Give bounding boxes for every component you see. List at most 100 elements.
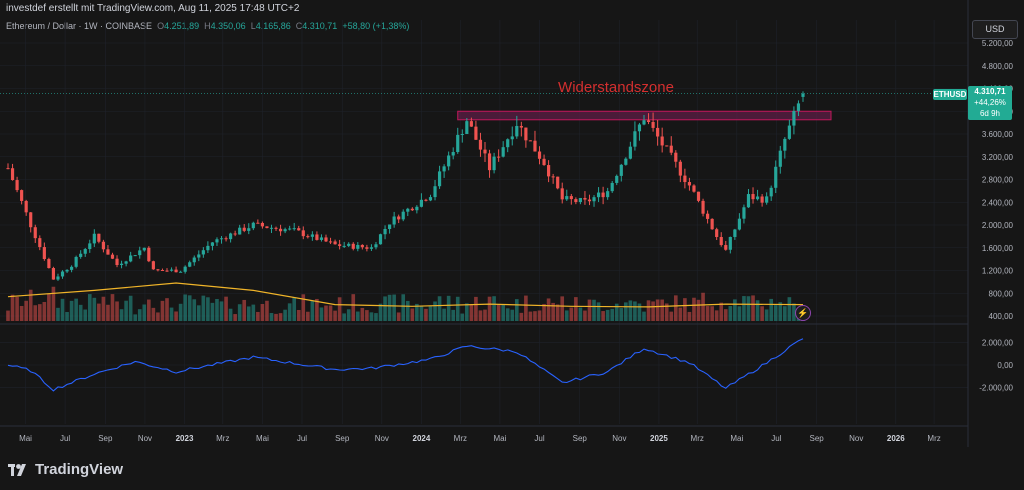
candle-body	[728, 236, 732, 250]
candle-body	[696, 191, 701, 201]
candle-body	[660, 136, 664, 146]
candle-body	[278, 228, 283, 232]
volume-bar	[15, 296, 19, 321]
volume-bar	[315, 298, 319, 321]
candle-body	[737, 218, 741, 230]
candle-body	[319, 237, 324, 240]
volume-bar	[574, 297, 578, 321]
symbol-legend[interactable]: Ethereum / Dollar · 1W · COINBASE O4.251…	[6, 21, 409, 31]
tradingview-logo[interactable]: TradingView	[8, 461, 123, 478]
candle-body	[651, 121, 655, 128]
candle-body	[60, 271, 65, 277]
volume-bar	[346, 309, 351, 321]
volume-bar	[492, 296, 496, 321]
volume-bar	[578, 307, 583, 321]
candle-body	[760, 196, 764, 203]
volume-bar	[455, 296, 460, 321]
candle-body	[637, 124, 642, 132]
time-tick-label: Jul	[771, 434, 781, 443]
candle-body	[388, 224, 392, 230]
low-value: 4.165,86	[255, 21, 291, 31]
candle-body	[519, 125, 523, 128]
candle-body	[783, 138, 787, 151]
resistance-annotation: Widerstandszone	[558, 79, 674, 96]
price-tick-label: 4.800,00	[982, 62, 1014, 71]
volume-bar	[433, 301, 437, 321]
candle-body	[683, 175, 687, 183]
candle-body	[615, 175, 619, 183]
volume-bar	[101, 296, 106, 321]
volume-bar	[583, 310, 587, 321]
candle-body	[124, 261, 128, 264]
volume-bar	[128, 295, 133, 321]
candle-body	[765, 196, 769, 203]
time-tick-label: Mrz	[216, 434, 229, 443]
price-tick-label: 2.800,00	[982, 176, 1014, 185]
volume-bar	[219, 301, 224, 321]
volume-bar	[183, 294, 187, 321]
symbol-title: Ethereum / Dollar · 1W · COINBASE	[6, 21, 153, 31]
volume-bar	[419, 305, 424, 321]
volume-bar	[56, 307, 60, 321]
volume-bar	[47, 293, 51, 321]
time-tick-label: 2025	[650, 434, 668, 443]
volume-bar	[274, 313, 278, 321]
volume-bar	[405, 300, 410, 321]
candle-body	[369, 247, 374, 249]
volume-bar	[119, 309, 124, 321]
oscillator-line	[7, 338, 804, 392]
candle-body	[292, 228, 296, 230]
volume-bar	[337, 297, 342, 321]
candle-body	[383, 229, 387, 235]
time-tick-label: Sep	[335, 434, 350, 443]
volume-bar	[478, 310, 483, 321]
volume-bar	[124, 300, 128, 321]
volume-bar	[605, 309, 610, 321]
candle-body	[15, 180, 19, 191]
volume-bar	[451, 309, 456, 321]
volume-bar	[551, 302, 555, 321]
candle-body	[487, 153, 492, 171]
candle-body	[47, 259, 51, 269]
candle-body	[310, 234, 314, 237]
volume-bar	[292, 297, 297, 321]
volume-bar	[546, 298, 551, 321]
candle-body	[610, 182, 614, 192]
volume-bar	[369, 312, 374, 321]
volume-bar	[705, 306, 710, 321]
candle-body	[260, 222, 264, 227]
volume-bar	[42, 301, 47, 321]
oscillator-tick-label: 0,00	[997, 361, 1013, 370]
time-tick-label: Mai	[256, 434, 269, 443]
volume-bar	[301, 294, 306, 321]
candle-body	[406, 208, 410, 212]
candle-body	[51, 268, 56, 280]
volume-bar	[374, 313, 378, 321]
candle-body	[501, 147, 505, 157]
candle-body	[106, 249, 110, 255]
time-tick-label: Sep	[98, 434, 113, 443]
candle-body	[347, 243, 351, 246]
candle-body	[556, 176, 560, 189]
volume-bar	[783, 306, 787, 321]
close-value: 4.310,71	[302, 21, 338, 31]
candle-body	[410, 208, 414, 211]
candle-body	[29, 212, 33, 228]
candle-body	[628, 146, 632, 159]
candle-body	[565, 196, 569, 200]
candle-body	[551, 176, 555, 178]
time-tick-label: Mai	[19, 434, 32, 443]
volume-bar	[228, 308, 233, 321]
candle-body	[437, 171, 442, 187]
volume-bar	[83, 309, 88, 321]
volume-bar	[683, 298, 687, 321]
candle-body	[229, 233, 233, 240]
candle-body	[510, 136, 514, 140]
time-tick-label: Mai	[493, 434, 506, 443]
volume-bar	[555, 304, 560, 321]
alert-bolt-icon[interactable]: ⚡	[795, 305, 811, 321]
candle-body	[174, 269, 178, 273]
currency-button[interactable]: USD	[972, 20, 1018, 39]
candle-body	[233, 233, 237, 235]
